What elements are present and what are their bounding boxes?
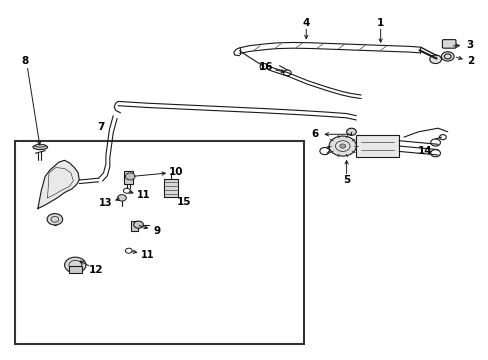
Bar (124, 171, 133, 184)
Text: 6: 6 (311, 129, 318, 139)
Text: 3: 3 (465, 40, 472, 50)
Circle shape (125, 173, 135, 180)
Circle shape (133, 221, 143, 228)
Text: 14: 14 (417, 146, 432, 156)
Polygon shape (38, 160, 79, 208)
Bar (15, 141, 304, 344)
Text: 2: 2 (467, 56, 474, 66)
Bar (164, 179, 178, 197)
Circle shape (339, 144, 345, 148)
Text: 13: 13 (99, 198, 112, 208)
FancyBboxPatch shape (442, 40, 455, 48)
Text: 4: 4 (302, 18, 309, 28)
Text: 15: 15 (176, 197, 191, 207)
Text: 12: 12 (89, 265, 103, 275)
Circle shape (64, 257, 86, 273)
Text: 11: 11 (140, 249, 154, 260)
Text: 5: 5 (342, 175, 349, 185)
Circle shape (346, 128, 356, 135)
Bar (130, 221, 137, 231)
Text: 16: 16 (259, 63, 273, 72)
Text: 9: 9 (153, 226, 160, 236)
Circle shape (429, 55, 441, 64)
Text: 8: 8 (21, 57, 28, 66)
Circle shape (47, 213, 62, 225)
Text: 7: 7 (97, 122, 104, 132)
Bar (69, 266, 82, 273)
Text: 10: 10 (169, 167, 183, 177)
Circle shape (117, 195, 126, 201)
Circle shape (441, 52, 453, 61)
Text: 11: 11 (136, 190, 150, 201)
Ellipse shape (35, 144, 45, 147)
Text: 1: 1 (376, 18, 384, 28)
Circle shape (328, 136, 356, 156)
Ellipse shape (33, 145, 47, 150)
Bar (356, 135, 398, 157)
